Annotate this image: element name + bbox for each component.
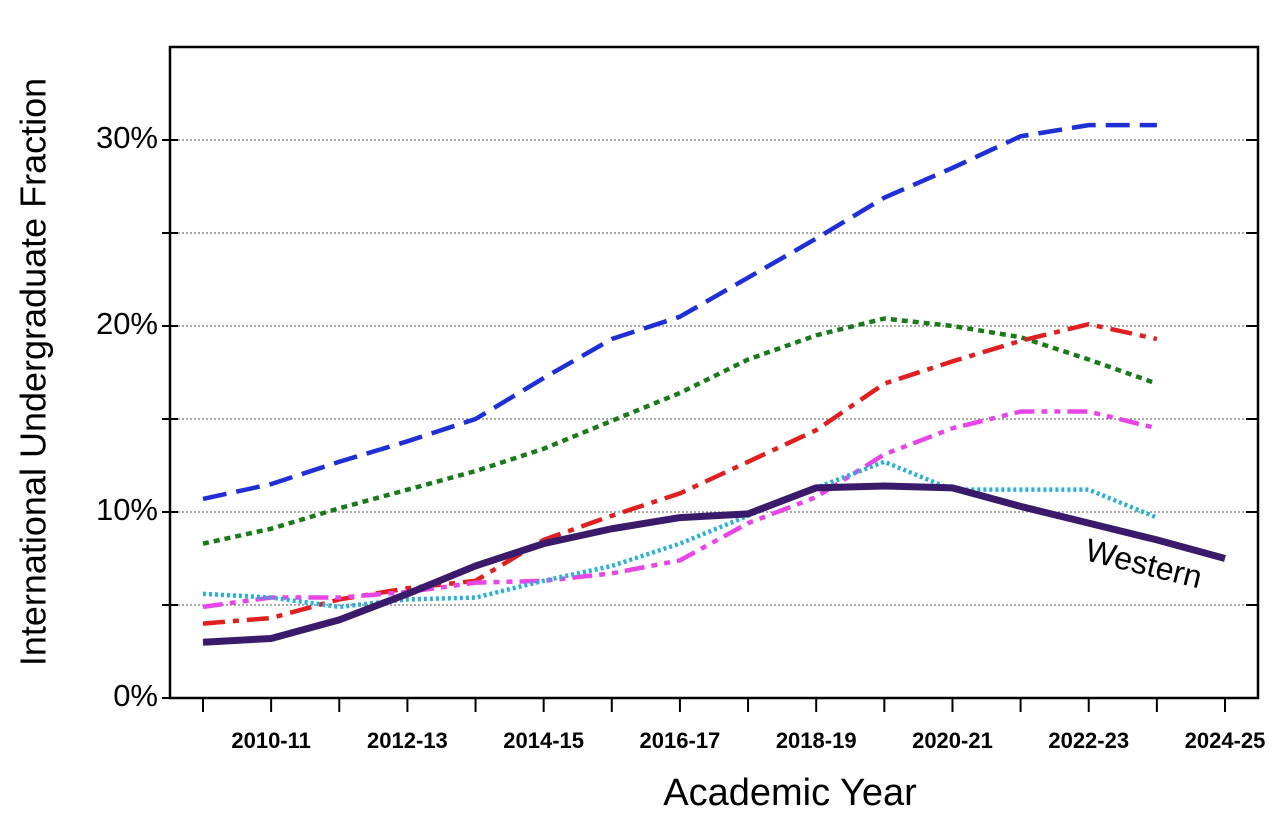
series-annotation: Western	[1082, 532, 1206, 596]
x-tick-label: 2024-25	[1185, 728, 1266, 753]
x-tick-label: 2022-23	[1048, 728, 1129, 753]
x-tick-label: 2018-19	[776, 728, 857, 753]
series-line	[202, 482, 1226, 646]
y-tick-label: 0%	[113, 678, 158, 713]
x-axis-label: Academic Year	[663, 772, 917, 814]
series-line	[202, 316, 1158, 546]
y-tick-label: 30%	[96, 120, 158, 155]
plot-frame	[168, 45, 1260, 700]
series-line	[202, 122, 1157, 502]
x-tick-label: 2012-13	[367, 728, 448, 753]
y-tick-label: 10%	[96, 492, 158, 527]
y-tick-label: 20%	[96, 306, 158, 341]
series-line	[202, 321, 1158, 626]
series-line	[202, 459, 1158, 610]
x-tick-label: 2014-15	[503, 728, 584, 753]
x-tick-label: 2020-21	[912, 728, 993, 753]
x-tick-label: 2010-11	[231, 728, 311, 753]
y-axis-label: International Undergraduate Fraction	[13, 78, 54, 666]
series-line	[202, 409, 1158, 610]
x-tick-label: 2016-17	[640, 728, 721, 753]
